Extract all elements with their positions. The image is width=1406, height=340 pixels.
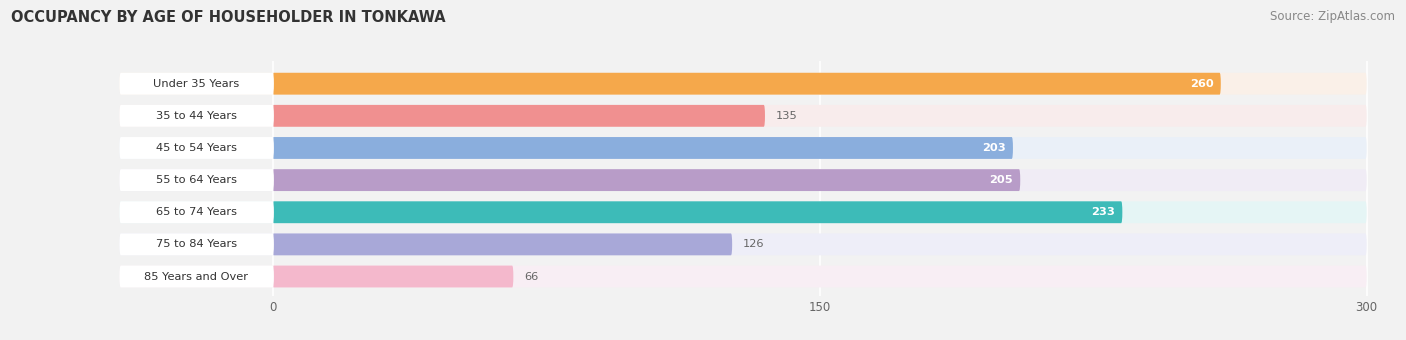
Text: 203: 203 <box>981 143 1005 153</box>
FancyBboxPatch shape <box>273 105 765 127</box>
FancyBboxPatch shape <box>120 169 274 191</box>
Text: 35 to 44 Years: 35 to 44 Years <box>156 111 236 121</box>
FancyBboxPatch shape <box>273 73 1220 95</box>
FancyBboxPatch shape <box>120 234 274 255</box>
FancyBboxPatch shape <box>273 169 1021 191</box>
Text: 260: 260 <box>1189 79 1213 89</box>
FancyBboxPatch shape <box>120 169 1367 191</box>
Text: 233: 233 <box>1091 207 1115 217</box>
Text: 45 to 54 Years: 45 to 54 Years <box>156 143 236 153</box>
FancyBboxPatch shape <box>120 73 1367 95</box>
Text: 75 to 84 Years: 75 to 84 Years <box>156 239 236 249</box>
Text: 126: 126 <box>744 239 765 249</box>
FancyBboxPatch shape <box>273 137 1012 159</box>
FancyBboxPatch shape <box>120 201 274 223</box>
FancyBboxPatch shape <box>273 266 513 287</box>
FancyBboxPatch shape <box>120 137 1367 159</box>
Text: 135: 135 <box>776 111 797 121</box>
Text: Source: ZipAtlas.com: Source: ZipAtlas.com <box>1270 10 1395 23</box>
Text: 55 to 64 Years: 55 to 64 Years <box>156 175 236 185</box>
Text: 85 Years and Over: 85 Years and Over <box>143 272 247 282</box>
FancyBboxPatch shape <box>120 137 274 159</box>
FancyBboxPatch shape <box>273 234 733 255</box>
Text: 65 to 74 Years: 65 to 74 Years <box>156 207 236 217</box>
FancyBboxPatch shape <box>120 234 1367 255</box>
FancyBboxPatch shape <box>120 105 1367 127</box>
FancyBboxPatch shape <box>120 266 1367 287</box>
Text: 66: 66 <box>524 272 538 282</box>
Text: OCCUPANCY BY AGE OF HOUSEHOLDER IN TONKAWA: OCCUPANCY BY AGE OF HOUSEHOLDER IN TONKA… <box>11 10 446 25</box>
Text: Under 35 Years: Under 35 Years <box>153 79 239 89</box>
FancyBboxPatch shape <box>273 201 1122 223</box>
FancyBboxPatch shape <box>120 201 1367 223</box>
Text: 205: 205 <box>990 175 1012 185</box>
FancyBboxPatch shape <box>120 266 274 287</box>
FancyBboxPatch shape <box>120 105 274 127</box>
FancyBboxPatch shape <box>120 73 274 95</box>
